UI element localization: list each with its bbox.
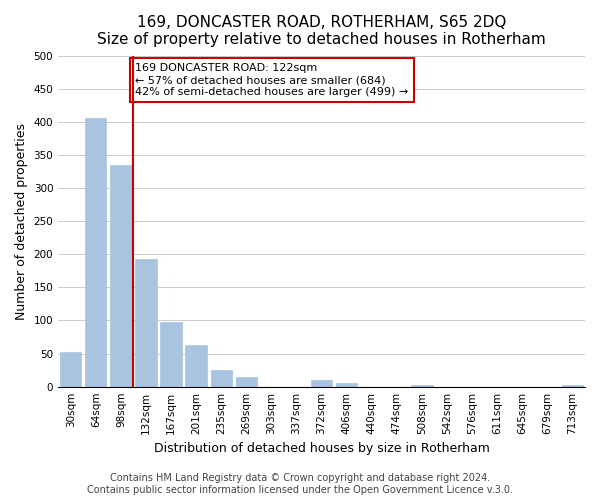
Bar — [85, 118, 106, 386]
Text: 169 DONCASTER ROAD: 122sqm
← 57% of detached houses are smaller (684)
42% of sem: 169 DONCASTER ROAD: 122sqm ← 57% of deta… — [136, 64, 409, 96]
Text: Contains HM Land Registry data © Crown copyright and database right 2024.
Contai: Contains HM Land Registry data © Crown c… — [87, 474, 513, 495]
Title: 169, DONCASTER ROAD, ROTHERHAM, S65 2DQ
Size of property relative to detached ho: 169, DONCASTER ROAD, ROTHERHAM, S65 2DQ … — [97, 15, 546, 48]
Bar — [311, 380, 332, 386]
Bar — [336, 384, 358, 386]
Bar — [60, 352, 82, 386]
Bar — [211, 370, 232, 386]
Bar — [185, 345, 207, 387]
X-axis label: Distribution of detached houses by size in Rotherham: Distribution of detached houses by size … — [154, 442, 490, 455]
Bar — [136, 259, 157, 386]
Y-axis label: Number of detached properties: Number of detached properties — [15, 122, 28, 320]
Bar — [236, 376, 257, 386]
Bar — [160, 322, 182, 386]
Bar — [110, 165, 131, 386]
